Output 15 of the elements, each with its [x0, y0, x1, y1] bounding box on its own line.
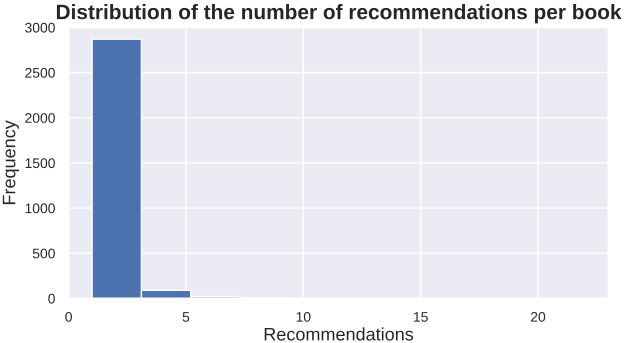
x-tick-label: 10 [296, 312, 310, 322]
x-tick-label: 20 [530, 312, 546, 322]
chart-title: Distribution of the number of recommendations per book [56, 4, 622, 24]
y-tick-label: 500 [32, 248, 55, 258]
y-tick-label: 2500 [25, 68, 55, 78]
y-axis-title: Frequency [2, 120, 19, 204]
x-tick-label: 5 [182, 312, 190, 322]
y-tick-label: 1500 [26, 158, 55, 168]
x-tick-label: 0 [65, 312, 72, 322]
x-tick-label: 15 [414, 312, 428, 322]
x-axis-title: Recommendations [264, 327, 414, 341]
y-tick-label: 2000 [25, 113, 55, 123]
y-tick-label: 3000 [25, 22, 55, 33]
y-tick-label: 1000 [26, 203, 55, 214]
y-tick-label: 0 [48, 294, 55, 304]
